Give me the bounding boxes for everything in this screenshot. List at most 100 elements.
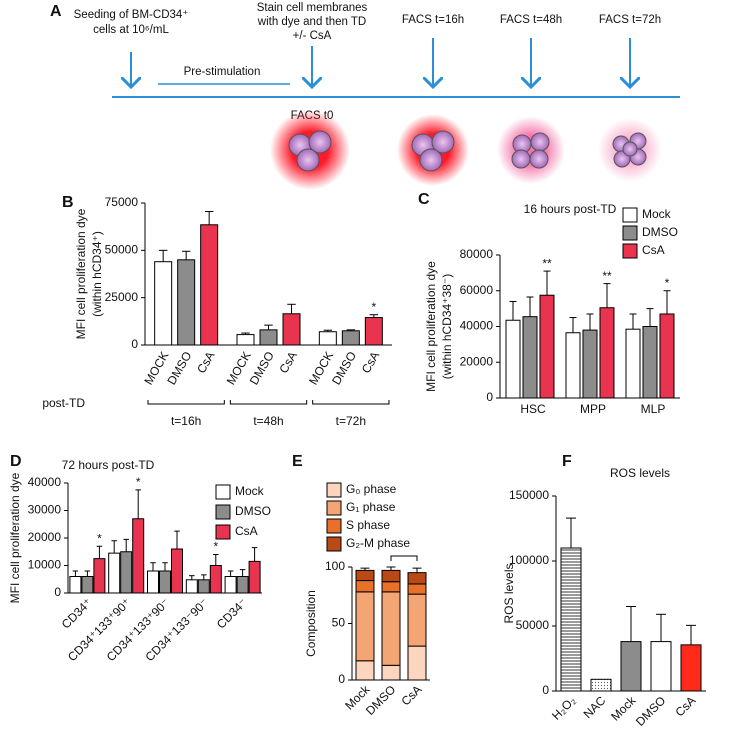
y-tick-label: 30000: [28, 503, 62, 517]
cell-cluster: [270, 110, 350, 190]
bar: [565, 332, 581, 399]
legend-swatch: [215, 484, 231, 500]
bar: [171, 548, 183, 594]
bar: [407, 583, 427, 595]
legend-label: DMSO: [235, 504, 271, 518]
phase-text: Pre-stimulation: [184, 66, 261, 78]
chart-title: 16 hours post-TD: [524, 202, 617, 216]
y-axis-label: MFI cell proliferation dye: [424, 261, 438, 392]
group-label: t=72h: [336, 414, 366, 428]
bar: [154, 261, 173, 346]
step-text: +/- CsA: [293, 30, 332, 42]
comparison-bracket: [390, 555, 418, 561]
y-tick-label: 150000: [509, 488, 549, 502]
x-axis-label: post-TD: [42, 396, 85, 410]
x-tick-label: CsA: [359, 349, 382, 376]
bar: [209, 565, 222, 594]
bar: [120, 551, 133, 594]
bar: [259, 329, 278, 346]
cell-cluster: [598, 118, 662, 182]
y-tick-label: 80000: [460, 247, 494, 261]
bar: [147, 570, 159, 594]
significance: *: [371, 300, 376, 314]
group-bracket: [229, 400, 308, 405]
step-text: FACS t=16h: [402, 14, 464, 26]
step-text: cells at 10⁶/mL: [93, 24, 169, 36]
group-label: t=16h: [171, 414, 201, 428]
x-tick-label: MPP: [580, 402, 606, 416]
x-tick-label: NAC: [581, 693, 609, 721]
step-text: with dye and then TD: [257, 16, 366, 28]
bar: [381, 591, 401, 666]
group-bracket: [147, 400, 225, 405]
bar: [355, 660, 375, 681]
bar: [407, 593, 427, 647]
bar: [69, 576, 82, 594]
legend-swatch: [326, 500, 342, 516]
y-tick-label: 50000: [105, 243, 139, 257]
x-tick-label: CD34⁺: [59, 595, 95, 631]
bar: [364, 317, 383, 346]
bar: [200, 224, 219, 346]
step-text: FACS t=72h: [599, 14, 661, 26]
group-bracket: [312, 400, 390, 405]
legend-swatch: [326, 536, 342, 552]
timeline-panel: A Seeding of BM-CD34⁺ cells at 10⁶/mL St…: [50, 2, 680, 190]
significance: *: [97, 531, 102, 545]
bar: [381, 569, 401, 583]
bar: [236, 334, 255, 346]
step-text: FACS t=48h: [500, 14, 562, 26]
significance: **: [542, 256, 552, 270]
step-text: Stain cell membranes: [257, 2, 368, 14]
bar: [659, 313, 675, 399]
y-tick-label: 25000: [105, 290, 139, 304]
y-tick-label: 0: [486, 390, 493, 404]
bar: [560, 547, 582, 692]
legend-label: G₁ phase: [346, 500, 396, 514]
y-axis-label: Composition: [304, 590, 318, 657]
legend-label: G₂-M phase: [346, 536, 410, 550]
bar: [582, 329, 598, 399]
legend-swatch: [326, 518, 342, 534]
bar: [522, 316, 538, 399]
panel-label: A: [50, 3, 62, 20]
bar: [599, 307, 615, 399]
significance: *: [213, 540, 218, 554]
bar: [185, 579, 198, 594]
bar: [224, 576, 237, 594]
bar: [680, 644, 702, 692]
panel-label: B: [62, 194, 74, 211]
x-tick-label: CsA: [398, 682, 424, 708]
y-tick-label: 0: [54, 585, 61, 599]
chart-title: 72 hours post-TD: [62, 458, 155, 472]
y-axis-label: MFI cell proliferation dye: [8, 472, 22, 603]
y-tick-label: 0: [131, 337, 138, 351]
bar: [236, 576, 249, 594]
legend-swatch: [622, 243, 638, 259]
significance: **: [602, 269, 612, 283]
panel-label: F: [562, 453, 572, 470]
y-axis-label: ROS levels: [502, 563, 516, 623]
x-tick-label: DMSO: [633, 693, 668, 728]
bar: [132, 518, 145, 594]
legend-label: CsA: [642, 243, 665, 257]
arrows: [131, 38, 630, 87]
bar: [539, 294, 555, 399]
bar: [282, 313, 301, 346]
bar: [355, 569, 375, 582]
panel-label: C: [418, 191, 430, 208]
bar: [318, 331, 337, 346]
bar: [381, 664, 401, 681]
x-tick-label: CsA: [276, 349, 299, 376]
x-tick-label: H₂O₂: [549, 693, 578, 722]
bar: [650, 641, 672, 692]
legend-label: S phase: [346, 518, 390, 532]
step-text: Seeding of BM-CD34⁺: [74, 9, 189, 21]
x-tick-label: MLP: [641, 402, 666, 416]
bar: [625, 328, 641, 399]
legend-swatch: [326, 482, 342, 498]
legend-label: Mock: [642, 207, 672, 221]
y-tick-label: 100000: [509, 553, 549, 567]
bar: [642, 326, 658, 399]
